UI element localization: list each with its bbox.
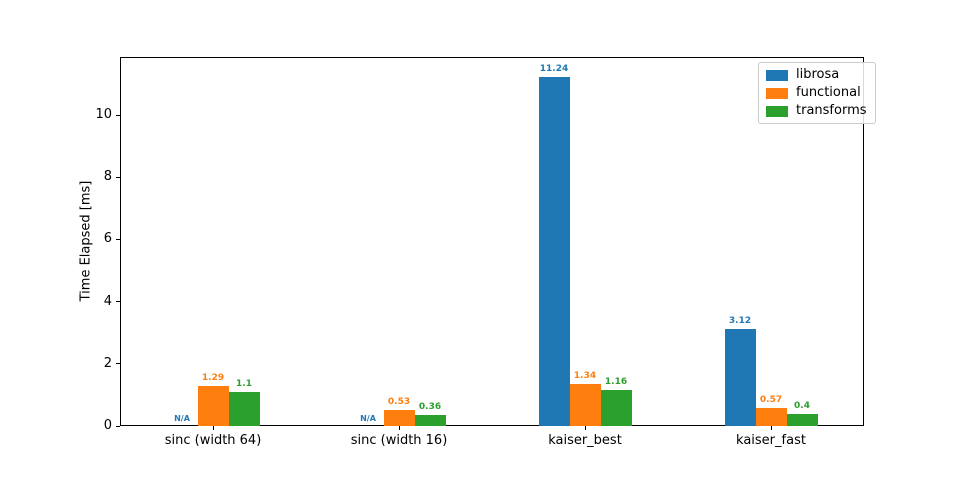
bar-transforms-0 <box>228 391 260 426</box>
legend-item-transforms: transforms <box>766 104 867 118</box>
bar-value-label: 0.57 <box>759 395 783 406</box>
bar-value-label: 1.16 <box>604 376 628 387</box>
bar-value-label: 1.29 <box>201 372 225 383</box>
bar-transforms-2 <box>600 389 632 426</box>
legend-swatch-librosa <box>766 69 788 81</box>
bar-value-label: 1.1 <box>236 378 252 389</box>
na-label: N/A <box>174 414 190 423</box>
y-tick-mark <box>116 114 120 116</box>
x-tick-label-3: kaiser_fast <box>736 433 806 448</box>
bar-functional-2 <box>569 384 601 426</box>
y-tick-mark <box>116 363 120 365</box>
bar-value-label: 0.53 <box>387 396 411 407</box>
y-tick-mark <box>116 425 120 427</box>
y-tick-label: 10 <box>95 107 112 123</box>
legend-swatch-transforms <box>766 105 788 117</box>
y-tick-mark <box>116 176 120 178</box>
x-tick-label-1: sinc (width 16) <box>350 433 448 448</box>
bar-value-label: 3.12 <box>728 316 752 326</box>
x-tick-mark <box>585 426 586 430</box>
legend: librosa functional transforms <box>758 62 876 124</box>
legend-item-functional: functional <box>766 86 867 100</box>
bar-transforms-1 <box>414 414 446 426</box>
bar-librosa-2 <box>538 76 570 426</box>
y-tick-label: 8 <box>103 169 112 185</box>
bar-functional-3 <box>755 408 787 426</box>
bar-functional-0 <box>197 385 229 426</box>
x-tick-mark <box>399 426 400 430</box>
legend-swatch-functional <box>766 87 788 99</box>
y-tick-mark <box>116 301 120 303</box>
y-tick-label: 6 <box>103 231 112 247</box>
y-tick-mark <box>116 238 120 240</box>
bar-value-label: 1.34 <box>573 371 597 382</box>
legend-label: transforms <box>796 103 867 118</box>
bar-librosa-3 <box>724 329 756 426</box>
legend-item-librosa: librosa <box>766 68 867 82</box>
bar-transforms-3 <box>786 413 818 426</box>
legend-label: functional <box>796 85 861 100</box>
legend-label: librosa <box>796 67 840 82</box>
bar-value-label: 0.36 <box>418 401 442 412</box>
na-label: N/A <box>360 414 376 423</box>
x-tick-label-0: sinc (width 64) <box>164 433 262 448</box>
y-tick-label: 2 <box>103 355 112 371</box>
bar-functional-1 <box>383 409 415 426</box>
bar-value-label: 11.24 <box>539 63 569 74</box>
x-tick-mark <box>771 426 772 430</box>
x-tick-mark <box>213 426 214 430</box>
y-tick-label: 4 <box>103 293 112 309</box>
x-tick-label-2: kaiser_best <box>548 433 622 448</box>
bar-value-label: 0.4 <box>794 400 810 411</box>
y-tick-label: 0 <box>103 418 112 433</box>
